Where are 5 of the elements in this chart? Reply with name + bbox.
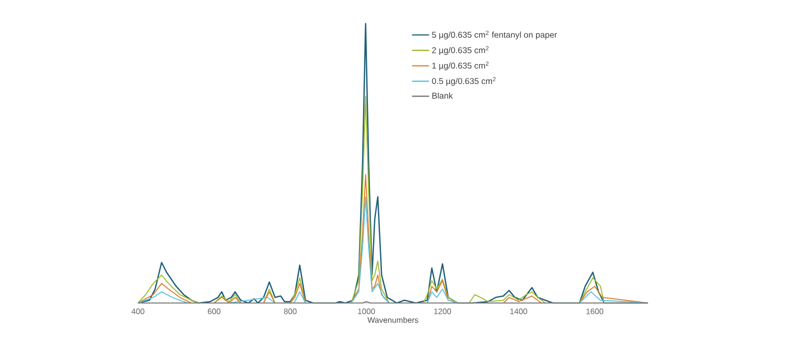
legend-label: 2 µg/0.635 cm$^{2}$	[432, 46, 489, 55]
legend-label: 1 µg/0.635 cm$^{2}$	[432, 62, 489, 70]
legend-label: Blank	[432, 92, 453, 99]
legend-label: 0.5 µg/0.635 cm$^{2}$	[432, 77, 496, 86]
legend-label: 5 µg/0.635 cm$^{2}$ fentanyl on paper	[432, 30, 557, 40]
